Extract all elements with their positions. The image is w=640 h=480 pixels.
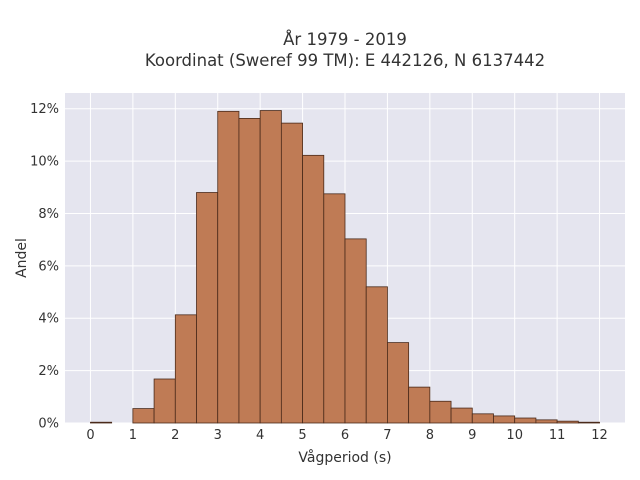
histogram-bar <box>493 415 516 424</box>
histogram-bar <box>365 286 388 424</box>
histogram-bar <box>174 314 197 424</box>
x-tick-label: 9 <box>468 428 476 443</box>
histogram-bar <box>259 110 282 424</box>
x-tick-label: 2 <box>171 428 179 443</box>
y-axis-label: Andel <box>14 238 30 278</box>
histogram-bar <box>408 386 431 424</box>
histogram-bar <box>302 154 325 424</box>
y-tick-label: 10% <box>30 155 59 170</box>
histogram-bar <box>280 122 303 424</box>
histogram-bar <box>196 192 219 424</box>
y-tick-label: 6% <box>38 259 59 274</box>
x-tick-label: 12 <box>591 428 608 443</box>
x-axis-label: Vågperiod (s) <box>298 449 391 466</box>
histogram-bar <box>556 420 579 424</box>
x-tick-label: 3 <box>214 428 222 443</box>
x-tick-label: 4 <box>256 428 264 443</box>
x-tick-label: 5 <box>298 428 306 443</box>
x-tick-label: 7 <box>383 428 391 443</box>
histogram-bar <box>514 417 537 424</box>
chart-title-line-1: År 1979 - 2019 <box>283 30 407 49</box>
histogram-bar <box>535 419 558 424</box>
x-axis-ticks: 0 1 2 3 4 5 6 7 8 9 10 11 12 <box>86 428 608 443</box>
chart-title-line-2: Koordinat (Sweref 99 TM): E 442126, N 61… <box>145 51 545 70</box>
histogram-bars <box>90 110 600 424</box>
y-tick-label: 2% <box>38 364 59 379</box>
histogram-bar <box>450 407 473 424</box>
histogram-bar <box>387 342 410 424</box>
x-tick-label: 1 <box>129 428 137 443</box>
histogram-bar <box>577 421 600 424</box>
histogram-bar <box>323 193 346 424</box>
histogram-bar <box>132 408 155 424</box>
x-tick-label: 10 <box>506 428 523 443</box>
x-tick-label: 0 <box>86 428 94 443</box>
histogram-bar <box>153 378 176 424</box>
x-tick-label: 6 <box>341 428 349 443</box>
y-tick-label: 4% <box>38 312 59 327</box>
y-axis-ticks: 0% 2% 4% 6% 8% 10% 12% <box>30 102 59 431</box>
y-tick-label: 12% <box>30 102 59 117</box>
x-tick-label: 11 <box>549 428 566 443</box>
y-tick-label: 0% <box>38 417 59 432</box>
histogram-bar <box>429 400 452 424</box>
histogram-bar <box>344 238 367 424</box>
histogram-bar <box>217 110 240 424</box>
histogram-bar <box>90 421 113 424</box>
y-tick-label: 8% <box>38 207 59 222</box>
x-tick-label: 8 <box>426 428 434 443</box>
histogram-bar <box>238 118 261 424</box>
histogram-bar <box>471 413 494 424</box>
